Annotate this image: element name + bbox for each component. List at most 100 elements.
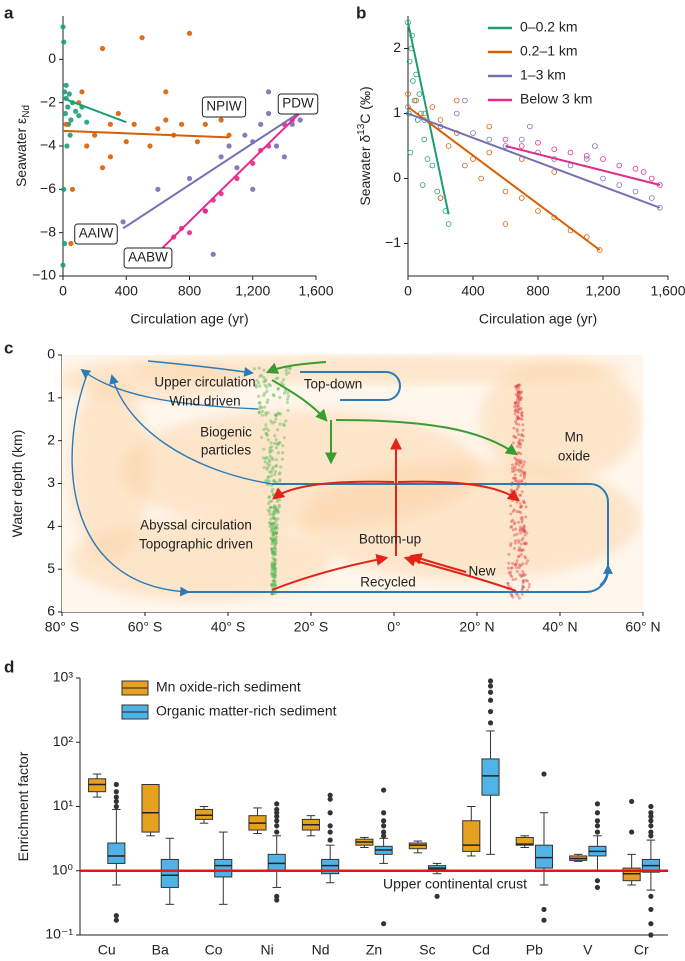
particle <box>509 570 513 574</box>
particle <box>526 559 530 563</box>
outlier <box>113 794 119 800</box>
particle <box>272 579 276 583</box>
point <box>265 89 272 95</box>
x-tick-label: Ni <box>260 942 273 958</box>
outlier <box>274 897 280 903</box>
x-tick-label: 0 <box>59 283 67 299</box>
particle <box>280 381 284 385</box>
particle <box>518 460 522 464</box>
particle <box>521 574 525 578</box>
particle <box>270 582 274 586</box>
y-tick-label: 10¹ <box>53 797 74 813</box>
particle <box>519 531 523 535</box>
particle <box>514 476 518 480</box>
particle <box>511 441 515 445</box>
outlier <box>381 921 387 927</box>
particle <box>507 584 511 588</box>
point <box>115 110 121 117</box>
point <box>413 97 419 104</box>
particle <box>267 521 272 525</box>
particle <box>517 423 521 427</box>
particle <box>274 464 278 468</box>
particle <box>524 505 528 509</box>
x-tick-label: Co <box>205 942 223 958</box>
particle <box>270 572 274 576</box>
arrow <box>335 419 518 456</box>
outlier <box>381 810 387 816</box>
particle <box>514 461 518 465</box>
particle <box>522 500 526 504</box>
point <box>218 154 224 160</box>
point <box>535 139 541 146</box>
particle <box>272 531 276 536</box>
particle <box>271 572 276 576</box>
particle <box>522 528 526 532</box>
particle <box>513 476 517 480</box>
annotation: oxide <box>558 449 590 464</box>
particle <box>278 422 282 426</box>
particle <box>271 551 276 555</box>
fit-line <box>62 129 230 139</box>
particle <box>267 479 271 483</box>
outlier <box>648 829 654 835</box>
outlier <box>487 689 494 695</box>
particle <box>513 479 517 483</box>
particle <box>273 504 277 508</box>
particle <box>257 411 262 415</box>
point <box>202 121 208 127</box>
particle <box>518 397 522 401</box>
particle <box>518 468 522 472</box>
particle <box>525 531 529 535</box>
point <box>535 208 541 214</box>
particle <box>265 432 269 436</box>
particle <box>270 548 274 552</box>
particle <box>522 501 526 505</box>
particle <box>268 454 272 458</box>
particle <box>276 428 280 432</box>
particle <box>273 537 277 541</box>
box <box>107 842 126 864</box>
outlier <box>594 884 601 891</box>
point <box>61 39 67 45</box>
x-axis-label: Circulation age (yr) <box>479 311 597 327</box>
particle <box>515 384 519 388</box>
particle <box>271 550 275 555</box>
outlier <box>648 833 654 839</box>
particle <box>274 525 278 530</box>
point <box>551 146 558 153</box>
particle <box>272 527 277 531</box>
particle <box>520 504 524 508</box>
particle <box>513 401 517 405</box>
particle <box>519 407 523 411</box>
particle <box>519 505 523 509</box>
particle <box>514 435 518 439</box>
particle <box>520 417 524 421</box>
arrow <box>272 480 395 500</box>
x-tick-label: Ba <box>152 942 169 958</box>
particle <box>270 568 274 573</box>
x-tick-label: 400 <box>461 283 485 299</box>
point <box>68 240 74 247</box>
particle <box>274 535 278 539</box>
outlier <box>274 893 280 899</box>
annotation: Bottom-up <box>359 532 421 547</box>
particle <box>520 414 524 418</box>
y-tick-label: 5 <box>47 560 55 576</box>
particle <box>269 419 273 423</box>
outlier <box>274 813 280 820</box>
particle <box>516 394 520 398</box>
particle <box>278 395 282 400</box>
particle <box>270 550 275 554</box>
particle <box>268 499 272 504</box>
point <box>410 78 416 84</box>
particle <box>513 533 517 537</box>
particle <box>259 373 263 377</box>
particle <box>270 547 274 551</box>
y-tick-label: 2 <box>393 39 401 55</box>
particle <box>288 366 292 370</box>
particle <box>272 550 277 554</box>
point <box>502 221 509 227</box>
particle <box>271 534 276 538</box>
outlier <box>648 810 654 816</box>
